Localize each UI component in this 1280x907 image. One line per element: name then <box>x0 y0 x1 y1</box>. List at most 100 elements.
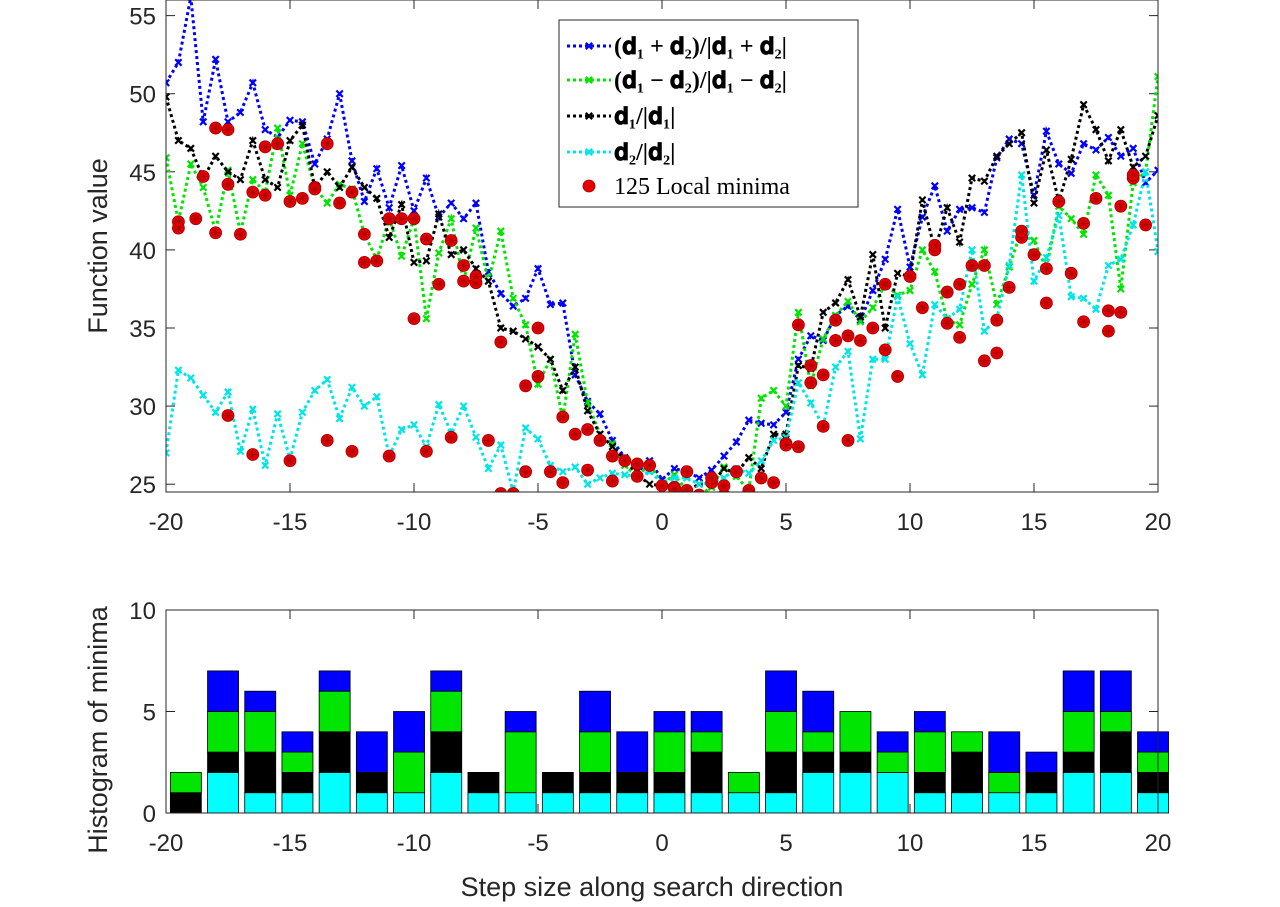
local-minimum-star <box>545 467 555 477</box>
data-point <box>434 249 443 258</box>
bottom-y-axis-label: Histogram of minima <box>83 605 113 854</box>
data-point <box>496 324 505 332</box>
histogram-bar-segment <box>653 711 686 733</box>
data-point <box>881 324 890 332</box>
histogram-bar-segment <box>467 792 500 814</box>
local-minimum-star <box>645 460 655 470</box>
legend-marker <box>582 179 596 193</box>
histogram-bar-segment <box>1137 792 1169 814</box>
data-point <box>806 398 815 407</box>
data-point <box>955 205 964 214</box>
data-point <box>1154 166 1158 175</box>
data-point <box>1079 294 1088 303</box>
histogram-bar-segment <box>504 711 537 733</box>
data-point <box>546 300 555 309</box>
data-point <box>166 153 170 162</box>
bottom-axes-frame <box>165 609 1159 814</box>
local-minimum-star <box>1029 250 1039 260</box>
local-minimum-star <box>868 323 878 333</box>
data-point <box>980 327 989 336</box>
data-point <box>831 363 840 372</box>
local-minimum-star <box>880 279 890 289</box>
data-point <box>521 294 530 303</box>
histogram-bar-segment <box>318 690 351 733</box>
data-point <box>434 400 443 409</box>
local-minimum-star <box>1004 282 1014 292</box>
histogram-bar-segment <box>244 751 277 794</box>
data-point <box>348 163 356 172</box>
histogram-bar-segment <box>765 711 797 753</box>
top-y-tick-labels: 25 30 35 40 45 50 55 <box>129 4 156 500</box>
top-y-tick-label: 25 <box>129 472 156 499</box>
local-minimum-star <box>583 425 593 435</box>
data-point <box>385 233 394 242</box>
local-minimum-star <box>905 271 915 281</box>
data-point <box>930 300 939 309</box>
data-point <box>769 430 778 439</box>
data-point <box>571 463 580 471</box>
legend-label: 𝐝₂/|𝐝₂| <box>614 140 675 166</box>
histogram-bar-segment <box>318 772 351 814</box>
data-point <box>534 264 542 273</box>
local-minimum-star <box>1041 264 1051 274</box>
histogram-bar-segment <box>1062 772 1095 814</box>
data-point <box>273 409 282 418</box>
histogram-bar-segment <box>616 792 649 814</box>
data-point <box>496 289 505 298</box>
local-minimum-star <box>297 193 307 203</box>
local-minimum-star <box>818 370 828 380</box>
local-minimum-star <box>1017 226 1027 236</box>
histogram-bar-segment <box>913 731 946 773</box>
bottom-x-tick-label: -15 <box>273 830 308 857</box>
histogram-bar-segment <box>988 731 1021 773</box>
histogram-bar-segment <box>318 670 351 692</box>
local-minimum-star <box>979 261 989 271</box>
data-point <box>534 342 542 351</box>
data-point <box>1092 305 1100 314</box>
data-point <box>968 280 976 289</box>
data-point <box>211 408 220 417</box>
histogram-bar-segment <box>839 772 872 814</box>
histogram-bar-segment <box>355 731 388 773</box>
local-minimum-marker <box>693 488 705 492</box>
data-point <box>744 469 753 478</box>
local-minimum-star <box>497 489 505 492</box>
histogram-bar-segment <box>839 751 872 773</box>
histogram-bar-segment <box>579 792 611 814</box>
histogram-bar-segment <box>1099 772 1132 814</box>
data-point <box>199 391 208 400</box>
top-y-tick-label: 40 <box>129 238 156 265</box>
data-point <box>1154 247 1158 256</box>
legend-label: 𝐝₁/|𝐝₁| <box>614 104 675 130</box>
data-point <box>596 409 604 418</box>
data-point <box>893 292 902 301</box>
local-minimum-star <box>1128 170 1138 180</box>
data-point <box>360 183 369 192</box>
local-minimum-star <box>1079 317 1089 327</box>
local-minimum-star <box>607 476 617 486</box>
local-minimum-star <box>223 179 233 189</box>
local-minimum-star <box>942 287 952 297</box>
histogram-bar-segment <box>393 792 425 814</box>
histogram-bar-segment <box>504 792 537 814</box>
data-point <box>980 208 989 217</box>
data-point <box>943 203 952 212</box>
data-point <box>794 361 803 370</box>
local-minimum-star <box>347 187 357 197</box>
local-minimum-star <box>533 371 543 381</box>
data-point <box>918 213 927 222</box>
local-minimum-star <box>719 481 729 491</box>
data-point <box>1116 152 1125 161</box>
data-point <box>695 473 704 482</box>
local-minimum-star <box>471 271 481 281</box>
local-minimum-star <box>273 139 283 149</box>
local-minimum-star <box>285 196 295 206</box>
data-point <box>819 308 828 317</box>
data-point <box>298 408 307 417</box>
histogram-bar-segment <box>281 772 314 794</box>
local-minimum-star <box>421 234 431 244</box>
bottom-x-tick-label: 20 <box>1145 830 1172 857</box>
local-minimum-star <box>322 435 332 445</box>
data-point <box>571 363 580 372</box>
data-point <box>199 183 208 192</box>
